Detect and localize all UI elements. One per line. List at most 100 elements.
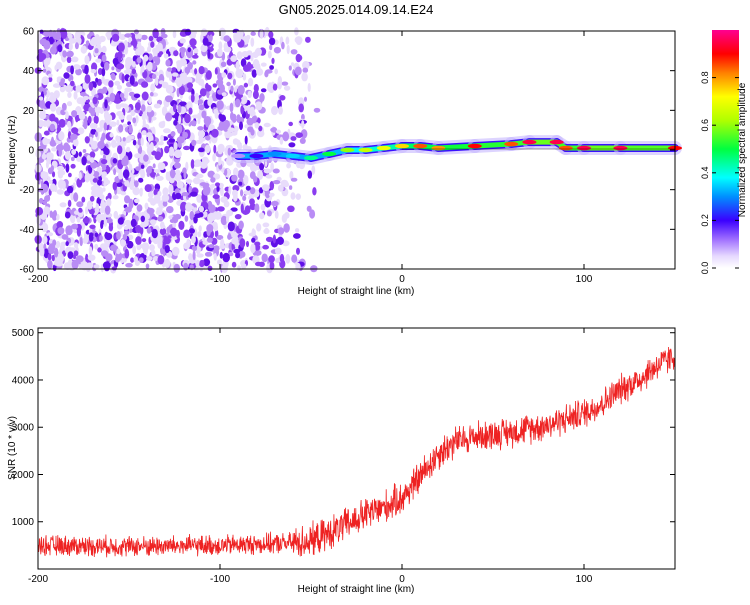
noise-speckle <box>39 99 45 109</box>
noise-speckle <box>141 111 147 121</box>
noise-speckle <box>216 184 220 192</box>
noise-speckle <box>268 192 275 197</box>
noise-speckle <box>97 179 102 186</box>
noise-speckle <box>71 110 78 118</box>
noise-speckle <box>116 84 122 90</box>
noise-speckle <box>115 103 119 108</box>
noise-speckle <box>207 98 212 107</box>
noise-speckle <box>37 48 44 55</box>
colorbar: 0.0 0.2 0.4 0.6 0.8 Normalized spectral ampl… <box>700 30 748 274</box>
noise-speckle <box>243 82 249 88</box>
noise-speckle <box>117 217 124 225</box>
x-tick-label: 0 <box>399 274 405 285</box>
noise-speckle <box>163 237 171 245</box>
noise-speckle <box>247 90 252 99</box>
noise-speckle <box>226 156 234 166</box>
noise-speckle <box>255 101 262 107</box>
noise-speckle <box>307 170 313 179</box>
x-tick-label: -100 <box>210 574 230 585</box>
noise-speckle <box>217 89 223 95</box>
noise-speckle <box>232 78 236 86</box>
track-peak <box>340 147 355 153</box>
track-peak <box>522 139 537 145</box>
noise-speckle <box>298 103 305 113</box>
noise-speckle <box>140 34 148 41</box>
noise-speckle <box>204 131 209 137</box>
noise-speckle <box>250 37 255 47</box>
noise-speckle <box>153 103 161 109</box>
noise-speckle <box>205 135 211 141</box>
noise-speckle <box>129 228 133 234</box>
noise-speckle <box>152 163 156 169</box>
noise-speckle <box>253 175 258 183</box>
noise-speckle <box>44 195 51 202</box>
noise-speckle <box>71 223 79 230</box>
noise-speckle <box>244 205 251 215</box>
noise-speckle <box>147 191 154 198</box>
noise-speckle <box>289 170 294 180</box>
noise-speckle <box>43 90 47 96</box>
noise-speckle <box>177 104 182 114</box>
noise-speckle <box>56 189 64 195</box>
noise-speckle <box>301 72 308 82</box>
noise-speckle <box>101 172 106 179</box>
x-tick-label: 0 <box>399 574 405 585</box>
noise-speckle <box>146 226 152 234</box>
x-tick-label: -100 <box>210 274 230 285</box>
noise-speckle <box>100 150 104 156</box>
noise-speckle <box>61 102 67 111</box>
y-tick-label: 0 <box>28 146 34 157</box>
noise-speckle <box>84 136 90 144</box>
noise-speckle <box>184 28 192 36</box>
noise-speckle <box>134 180 139 188</box>
noise-speckle <box>262 222 270 228</box>
noise-speckle <box>277 184 284 192</box>
noise-speckle <box>217 48 223 57</box>
noise-speckle <box>173 103 177 113</box>
noise-speckle <box>186 82 193 89</box>
noise-speckle <box>189 38 197 47</box>
noise-speckle <box>140 222 147 228</box>
noise-speckle <box>123 90 129 99</box>
noise-speckle <box>130 257 135 263</box>
noise-speckle <box>70 65 74 75</box>
noise-speckle <box>208 204 216 213</box>
noise-speckle <box>104 113 113 123</box>
noise-speckle <box>61 234 69 240</box>
noise-speckle <box>188 228 195 234</box>
noise-speckle <box>136 243 142 251</box>
colorbar-tick-label: 0.2 <box>700 214 710 227</box>
noise-speckle <box>144 202 149 210</box>
noise-speckle <box>73 91 78 100</box>
noise-speckle <box>269 181 275 191</box>
noise-speckle <box>64 211 71 219</box>
noise-speckle <box>268 255 275 263</box>
noise-speckle <box>99 107 104 114</box>
noise-speckle <box>221 92 227 97</box>
noise-speckle <box>237 85 245 95</box>
noise-speckle <box>110 41 118 47</box>
noise-speckle <box>50 165 54 172</box>
noise-speckle <box>219 251 223 259</box>
snr-series <box>37 346 676 558</box>
noise-speckle <box>178 115 182 125</box>
noise-speckle <box>151 73 157 80</box>
noise-speckle <box>271 57 275 64</box>
noise-speckle <box>238 220 244 230</box>
noise-speckle <box>85 206 88 215</box>
noise-speckle <box>124 33 132 38</box>
noise-speckle <box>153 256 159 261</box>
noise-speckle <box>186 238 191 249</box>
noise-speckle <box>173 119 178 126</box>
noise-speckle <box>254 122 260 129</box>
noise-speckle <box>218 41 223 51</box>
noise-speckle <box>290 49 298 55</box>
noise-speckle <box>71 259 79 270</box>
noise-speckle <box>302 60 310 70</box>
noise-speckle <box>89 151 96 159</box>
noise-speckle <box>131 61 137 68</box>
noise-speckle <box>39 110 44 115</box>
noise-speckle <box>101 132 106 141</box>
noise-speckle <box>73 250 79 257</box>
noise-speckle <box>204 144 211 154</box>
